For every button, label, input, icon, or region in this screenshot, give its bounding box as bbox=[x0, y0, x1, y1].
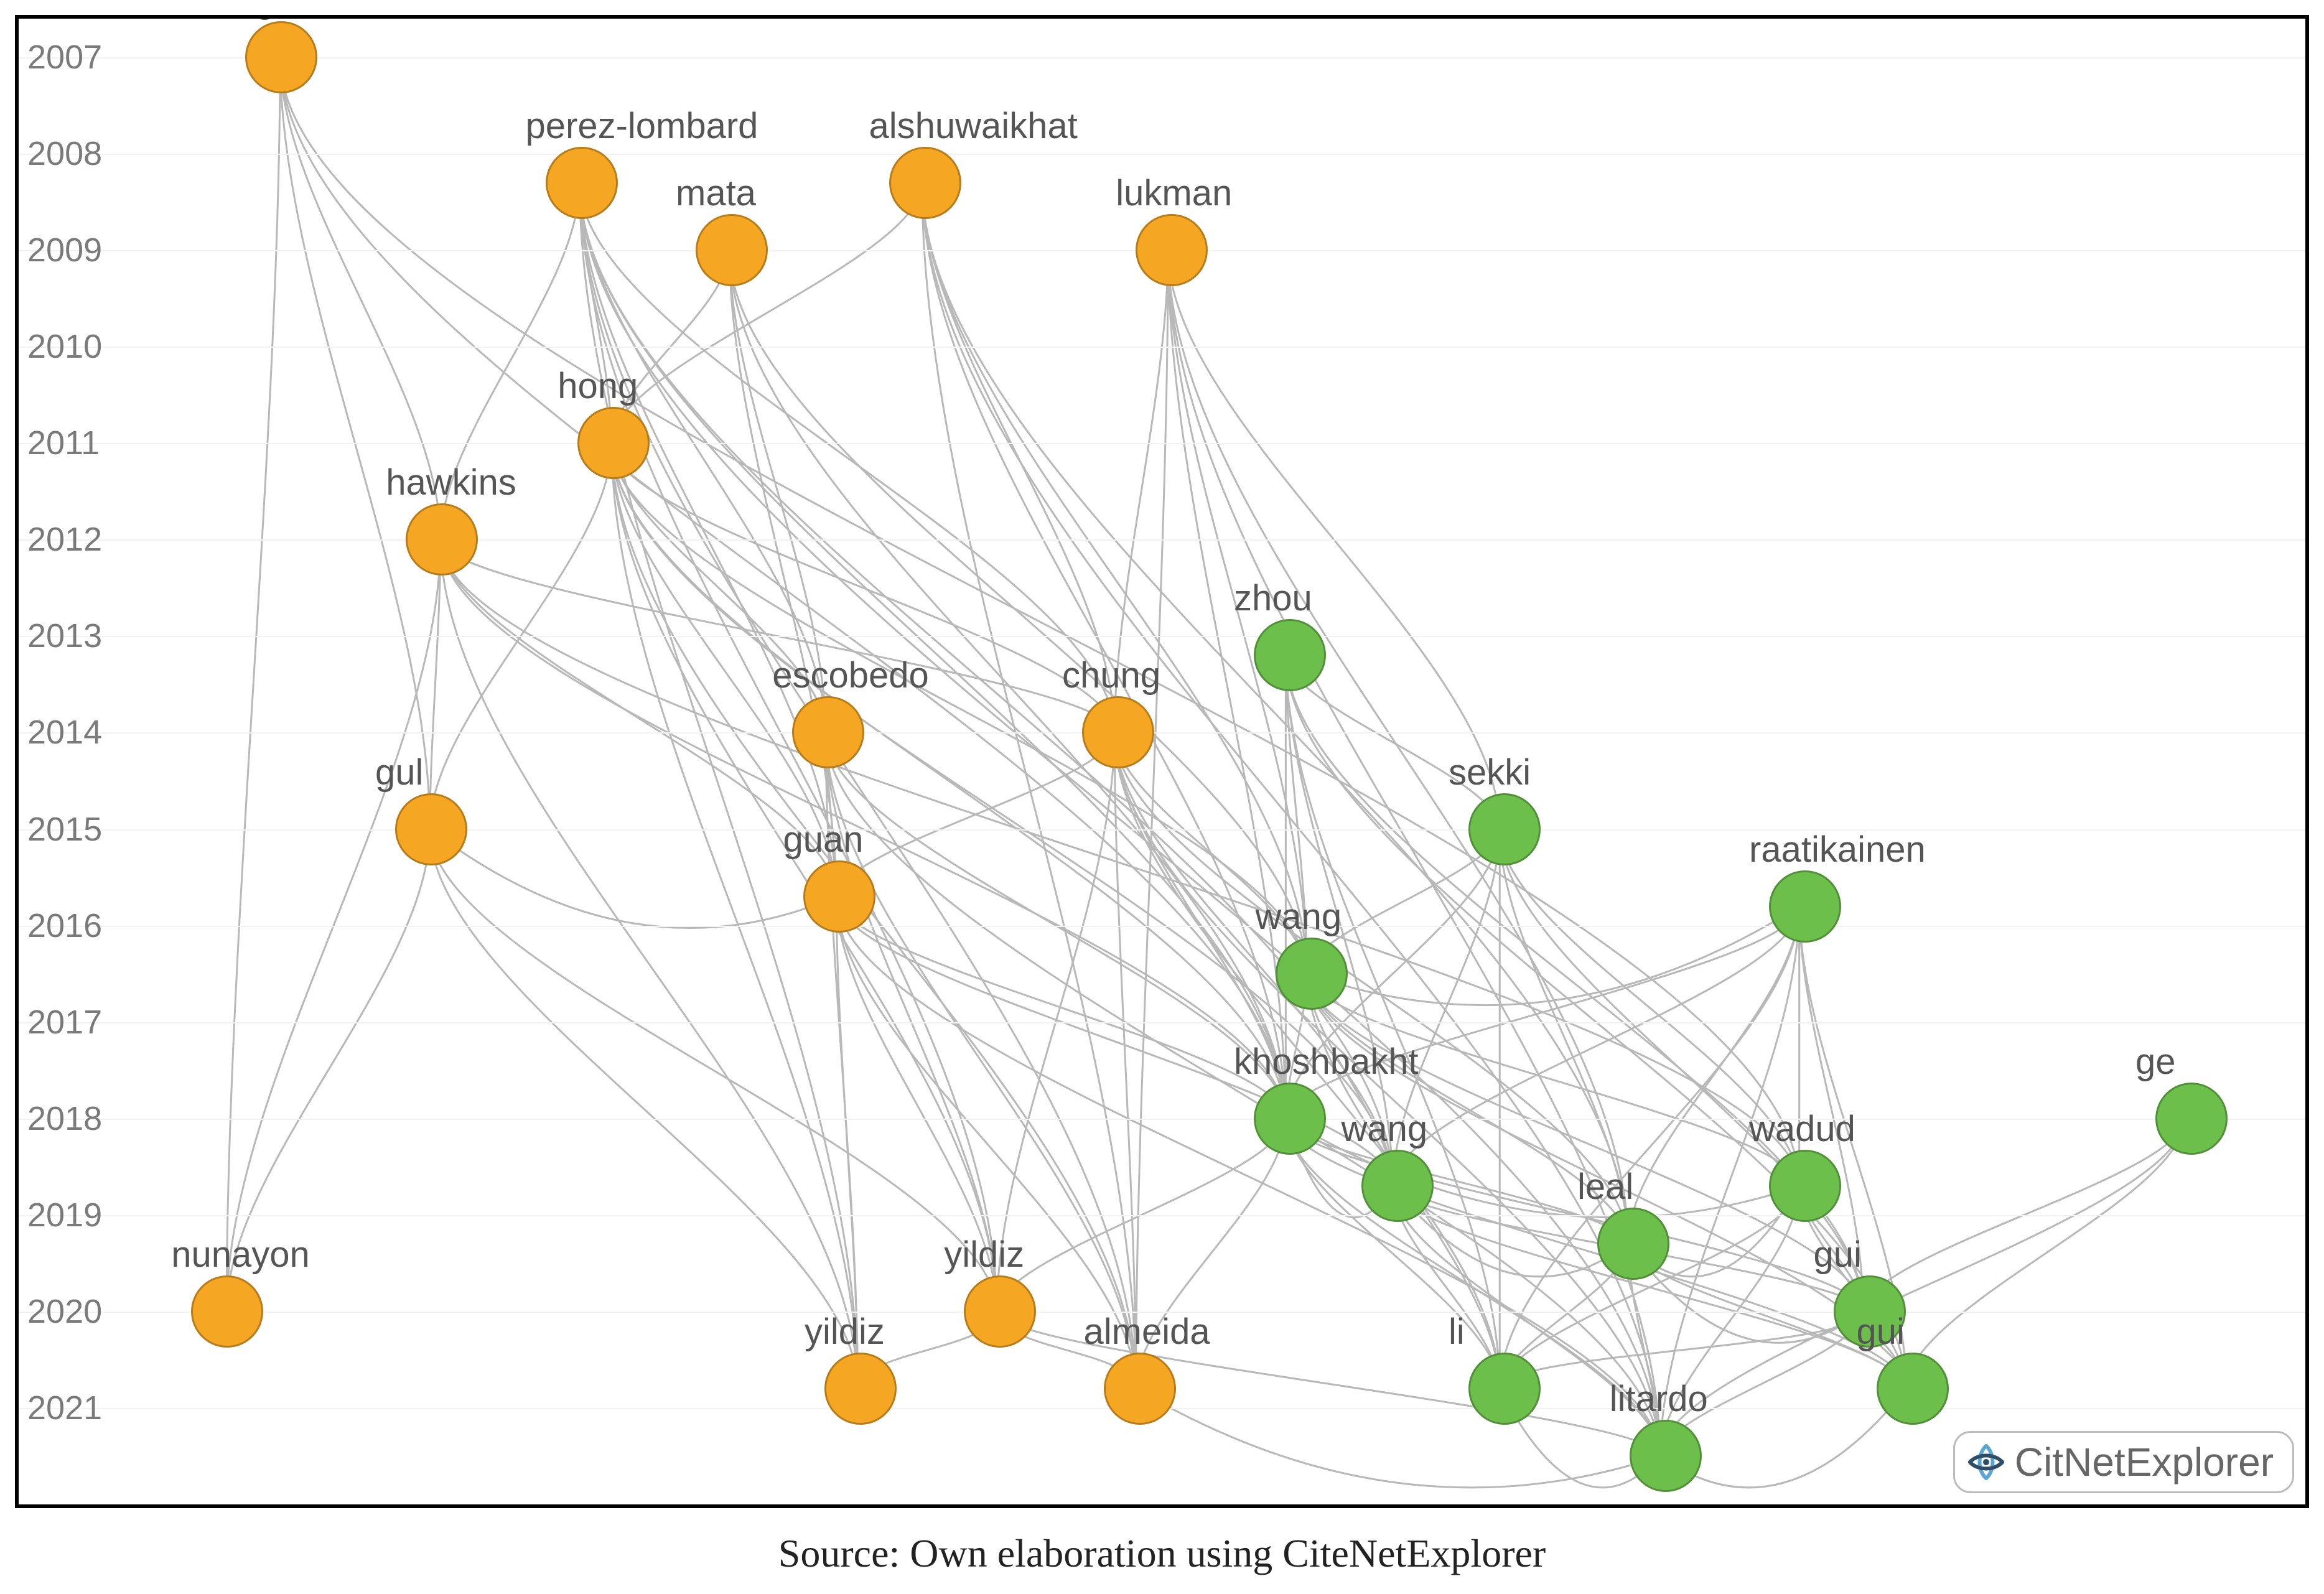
gridline bbox=[19, 1215, 2305, 1216]
citation-edge bbox=[430, 829, 836, 928]
citation-edge bbox=[441, 539, 836, 897]
citnetexplorer-badge: CitNetExplorer bbox=[1953, 1431, 2294, 1493]
citation-edge bbox=[612, 443, 1136, 1389]
citation-edge bbox=[226, 829, 430, 1312]
author-node-hawkins[interactable] bbox=[406, 503, 478, 576]
citation-edge bbox=[580, 183, 858, 1389]
author-node-yildiz1[interactable] bbox=[964, 1275, 1036, 1348]
gridline bbox=[19, 829, 2305, 831]
author-node-gul[interactable] bbox=[395, 793, 467, 865]
year-tick: 2015 bbox=[27, 810, 102, 849]
citation-edge bbox=[226, 57, 280, 1312]
year-tick: 2012 bbox=[27, 520, 102, 559]
citation-edge bbox=[1114, 250, 1168, 732]
author-node-chung[interactable] bbox=[1082, 696, 1154, 768]
citnetexplorer-logo-icon bbox=[1966, 1442, 2006, 1482]
citation-edge bbox=[1114, 732, 1500, 1388]
citation-edge bbox=[1906, 1119, 2185, 1389]
author-node-ge[interactable] bbox=[2155, 1083, 2228, 1155]
year-tick: 2011 bbox=[27, 424, 100, 462]
year-tick: 2009 bbox=[27, 231, 102, 269]
author-node-leal[interactable] bbox=[1597, 1208, 1669, 1280]
year-tick: 2013 bbox=[27, 617, 102, 655]
year-tick: 2010 bbox=[27, 327, 102, 366]
citation-edge bbox=[1136, 1389, 1660, 1488]
author-node-wadud[interactable] bbox=[1769, 1150, 1841, 1222]
citnetexplorer-label: CitNetExplorer bbox=[2015, 1439, 2274, 1485]
gridline bbox=[19, 1022, 2305, 1023]
author-node-zhou[interactable] bbox=[1254, 619, 1326, 691]
citation-network-panel: CitNetExplorer 2007 2008 2009 2010 2011 2012 2… bbox=[15, 15, 2309, 1508]
author-node-hong[interactable] bbox=[577, 407, 650, 479]
year-tick: 2019 bbox=[27, 1196, 102, 1234]
gridline bbox=[19, 926, 2305, 927]
year-tick: 2008 bbox=[27, 134, 102, 173]
citation-edge bbox=[1307, 974, 1628, 1244]
author-node-ogallachoir[interactable] bbox=[245, 21, 317, 93]
author-node-almeida[interactable] bbox=[1104, 1353, 1176, 1425]
author-node-sekki[interactable] bbox=[1468, 793, 1541, 865]
author-node-wang2[interactable] bbox=[1361, 1150, 1434, 1222]
citation-edge bbox=[280, 57, 1286, 1119]
author-node-wang1[interactable] bbox=[1276, 938, 1348, 1010]
citation-edge bbox=[1799, 907, 1864, 1312]
citation-edge bbox=[280, 57, 441, 539]
author-node-raatikainen[interactable] bbox=[1769, 870, 1841, 943]
gridline bbox=[19, 636, 2305, 637]
author-node-khoshbakht[interactable] bbox=[1254, 1083, 1326, 1155]
citation-edge bbox=[1168, 250, 1660, 1456]
citation-edge bbox=[729, 250, 826, 732]
author-node-litardo[interactable] bbox=[1630, 1420, 1702, 1492]
citation-edge bbox=[997, 1312, 1660, 1457]
year-tick: 2014 bbox=[27, 713, 102, 752]
gridline bbox=[19, 154, 2305, 155]
gridline bbox=[19, 732, 2305, 734]
author-node-gui2[interactable] bbox=[1877, 1353, 1949, 1425]
author-node-lukman[interactable] bbox=[1136, 214, 1208, 286]
figure-caption: Source: Own elaboration using CiteNetExp… bbox=[15, 1531, 2309, 1577]
year-tick: 2016 bbox=[27, 907, 102, 945]
citation-edge bbox=[1286, 1119, 1628, 1244]
author-node-alshuwaikhat[interactable] bbox=[889, 147, 961, 219]
author-node-nunayon[interactable] bbox=[191, 1275, 263, 1348]
gridline bbox=[19, 1312, 2305, 1313]
gridline bbox=[19, 443, 2305, 444]
citation-edge bbox=[836, 897, 997, 1312]
citation-edge bbox=[1168, 250, 1628, 1244]
gridline bbox=[19, 1119, 2305, 1120]
citation-edge bbox=[922, 183, 1660, 1457]
year-tick: 2021 bbox=[27, 1389, 102, 1427]
citation-edge bbox=[430, 829, 997, 1312]
citation-edge bbox=[612, 443, 1286, 1118]
gridline bbox=[19, 539, 2305, 541]
author-node-perezlombard[interactable] bbox=[546, 147, 618, 219]
author-node-guan[interactable] bbox=[803, 860, 875, 933]
citation-edge bbox=[612, 183, 922, 444]
year-tick: 2018 bbox=[27, 1099, 102, 1138]
citation-edge bbox=[441, 183, 580, 540]
author-node-escobedo[interactable] bbox=[792, 696, 864, 768]
citation-edge bbox=[1286, 907, 1799, 1119]
year-tick: 2017 bbox=[27, 1003, 102, 1042]
citation-edge bbox=[1393, 829, 1500, 1186]
year-tick: 2020 bbox=[27, 1292, 102, 1331]
gridline bbox=[19, 347, 2305, 348]
author-node-gui1[interactable] bbox=[1834, 1275, 1906, 1348]
author-node-li[interactable] bbox=[1468, 1353, 1541, 1425]
gridline bbox=[19, 57, 2305, 58]
citation-edge bbox=[580, 183, 1286, 1119]
citation-edge bbox=[612, 443, 997, 1312]
year-tick: 2007 bbox=[27, 38, 102, 77]
author-node-mata[interactable] bbox=[696, 214, 768, 286]
citation-edge bbox=[580, 183, 1136, 1389]
citation-edge bbox=[1500, 829, 1799, 1186]
author-node-yildiz2[interactable] bbox=[824, 1353, 897, 1425]
